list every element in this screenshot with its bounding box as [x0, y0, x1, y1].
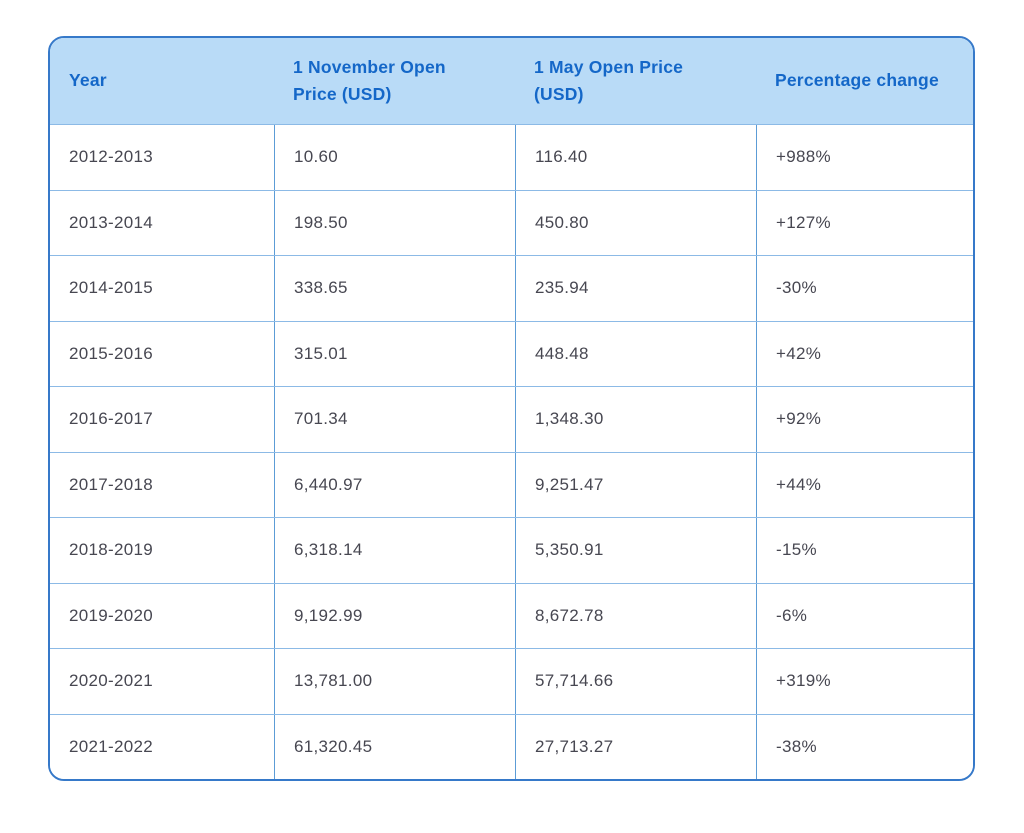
table-row: 2016-2017 701.34 1,348.30 +92% [50, 386, 973, 452]
price-table-card: Year 1 November Open Price (USD) 1 May O… [48, 36, 975, 781]
table-row: 2017-2018 6,440.97 9,251.47 +44% [50, 451, 973, 517]
november-open-price-cell: 9,192.99 [274, 583, 515, 648]
year-cell: 2017-2018 [69, 474, 153, 494]
percentage-change-cell: +127% [756, 190, 973, 255]
november-open-price-cell: 701.34 [274, 387, 515, 452]
percentage-change-cell: +988% [756, 125, 973, 190]
column-header-year: Year [69, 70, 107, 91]
table-row: 2015-2016 315.01 448.48 +42% [50, 320, 973, 386]
may-open-price-cell: 1,348.30 [515, 387, 756, 452]
november-open-price-cell: 10.60 [274, 125, 515, 190]
percentage-change-cell: -38% [756, 714, 973, 779]
table-row: 2018-2019 6,318.14 5,350.91 -15% [50, 517, 973, 583]
column-header-may-open-price: 1 May Open Price (USD) [534, 56, 684, 104]
percentage-change-cell: +92% [756, 387, 973, 452]
year-cell: 2021-2022 [69, 736, 153, 756]
percentage-change-cell: +42% [756, 321, 973, 386]
column-header-percentage-change: Percentage change [775, 70, 939, 91]
may-open-price-cell: 235.94 [515, 256, 756, 321]
percentage-change-cell: +319% [756, 649, 973, 714]
may-open-price-cell: 448.48 [515, 321, 756, 386]
november-open-price-cell: 315.01 [274, 321, 515, 386]
may-open-price-cell: 5,350.91 [515, 518, 756, 583]
percentage-change-cell: -30% [756, 256, 973, 321]
november-open-price-cell: 6,440.97 [274, 452, 515, 517]
november-open-price-cell: 338.65 [274, 256, 515, 321]
year-cell: 2013-2014 [69, 212, 153, 232]
table-row: 2021-2022 61,320.45 27,713.27 -38% [50, 713, 973, 779]
year-cell: 2015-2016 [69, 343, 153, 363]
may-open-price-cell: 116.40 [515, 125, 756, 190]
may-open-price-cell: 57,714.66 [515, 649, 756, 714]
percentage-change-cell: +44% [756, 452, 973, 517]
table-row: 2013-2014 198.50 450.80 +127% [50, 189, 973, 255]
year-cell: 2012-2013 [69, 147, 153, 167]
year-cell: 2014-2015 [69, 278, 153, 298]
may-open-price-cell: 450.80 [515, 190, 756, 255]
percentage-change-cell: -6% [756, 583, 973, 648]
may-open-price-cell: 8,672.78 [515, 583, 756, 648]
may-open-price-cell: 27,713.27 [515, 714, 756, 779]
table-row: 2019-2020 9,192.99 8,672.78 -6% [50, 582, 973, 648]
year-cell: 2019-2020 [69, 605, 153, 625]
november-open-price-cell: 6,318.14 [274, 518, 515, 583]
percentage-change-cell: -15% [756, 518, 973, 583]
november-open-price-cell: 198.50 [274, 190, 515, 255]
november-open-price-cell: 13,781.00 [274, 649, 515, 714]
table-row: 2014-2015 338.65 235.94 -30% [50, 255, 973, 321]
table-row: 2020-2021 13,781.00 57,714.66 +319% [50, 648, 973, 714]
table-body: 2012-2013 10.60 116.40 +988% 2013-2014 1… [50, 124, 973, 779]
year-cell: 2016-2017 [69, 409, 153, 429]
column-header-november-open-price: 1 November Open Price (USD) [293, 56, 446, 104]
year-cell: 2018-2019 [69, 540, 153, 560]
november-open-price-cell: 61,320.45 [274, 714, 515, 779]
table-header-row: Year 1 November Open Price (USD) 1 May O… [50, 38, 973, 124]
may-open-price-cell: 9,251.47 [515, 452, 756, 517]
table-row: 2012-2013 10.60 116.40 +988% [50, 124, 973, 190]
year-cell: 2020-2021 [69, 671, 153, 691]
